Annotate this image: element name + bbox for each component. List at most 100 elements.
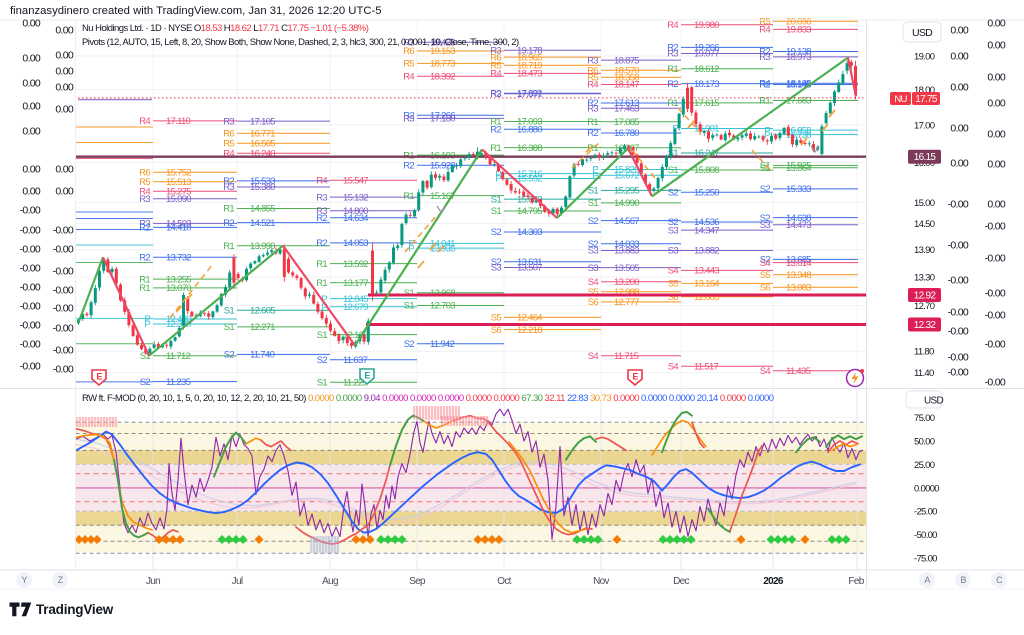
svg-text:15.672: 15.672 bbox=[614, 171, 639, 182]
svg-text:14.50: 14.50 bbox=[914, 219, 935, 230]
svg-text:18.965: 18.965 bbox=[517, 52, 542, 63]
svg-text:R3: R3 bbox=[139, 194, 150, 205]
svg-text:S1: S1 bbox=[404, 288, 415, 299]
svg-text:-0.00: -0.00 bbox=[948, 275, 969, 287]
svg-text:Jul: Jul bbox=[232, 576, 243, 587]
svg-text:19.077: 19.077 bbox=[694, 49, 719, 60]
svg-text:USD: USD bbox=[912, 27, 933, 39]
svg-text:17.105: 17.105 bbox=[250, 116, 275, 127]
svg-text:R5: R5 bbox=[403, 59, 414, 70]
svg-text:R2: R2 bbox=[587, 128, 598, 139]
svg-text:P: P bbox=[408, 243, 414, 254]
svg-text:S2: S2 bbox=[588, 239, 599, 250]
svg-text:R4: R4 bbox=[759, 25, 770, 36]
svg-text:S2: S2 bbox=[224, 350, 235, 361]
svg-text:17.180: 17.180 bbox=[430, 114, 455, 125]
svg-text:-0.00: -0.00 bbox=[985, 377, 1006, 389]
svg-text:0.00: 0.00 bbox=[987, 199, 1005, 211]
svg-text:R6: R6 bbox=[223, 129, 234, 140]
svg-text:R1: R1 bbox=[316, 278, 327, 289]
svg-text:-0.00: -0.00 bbox=[20, 205, 41, 217]
svg-text:11.80: 11.80 bbox=[914, 347, 934, 358]
svg-text:S2: S2 bbox=[491, 227, 502, 238]
svg-text:14.303: 14.303 bbox=[517, 227, 542, 238]
svg-text:0.00: 0.00 bbox=[987, 98, 1005, 110]
svg-text:S3: S3 bbox=[588, 263, 599, 274]
svg-text:11.942: 11.942 bbox=[430, 339, 455, 350]
svg-text:NU: NU bbox=[894, 94, 907, 105]
svg-text:13.083: 13.083 bbox=[786, 282, 811, 293]
svg-text:R2: R2 bbox=[759, 47, 770, 58]
svg-text:E: E bbox=[96, 372, 102, 382]
svg-text:12.968: 12.968 bbox=[430, 288, 455, 299]
svg-text:17.093: 17.093 bbox=[517, 117, 542, 128]
svg-text:17.00: 17.00 bbox=[914, 120, 935, 131]
svg-text:13.164: 13.164 bbox=[694, 279, 719, 290]
svg-text:S1: S1 bbox=[404, 301, 415, 312]
svg-text:R2: R2 bbox=[490, 89, 501, 100]
svg-text:19.833: 19.833 bbox=[786, 25, 811, 36]
svg-text:Feb: Feb bbox=[848, 576, 864, 587]
svg-text:S4: S4 bbox=[760, 366, 771, 377]
svg-text:0.00: 0.00 bbox=[55, 104, 73, 116]
svg-text:15.275: 15.275 bbox=[166, 186, 191, 197]
svg-text:-0.00: -0.00 bbox=[985, 339, 1006, 351]
svg-text:0.00: 0.00 bbox=[55, 50, 73, 62]
svg-text:P: P bbox=[764, 130, 770, 141]
svg-text:P: P bbox=[592, 165, 598, 176]
svg-text:-0.00: -0.00 bbox=[20, 244, 41, 256]
svg-text:0.00: 0.00 bbox=[950, 158, 968, 170]
svg-text:0.00: 0.00 bbox=[987, 40, 1005, 52]
svg-text:15.513: 15.513 bbox=[166, 177, 191, 188]
svg-text:0.00: 0.00 bbox=[22, 18, 40, 30]
svg-text:S5: S5 bbox=[491, 313, 502, 324]
svg-text:-0.00: -0.00 bbox=[985, 288, 1006, 300]
svg-text:0.00: 0.00 bbox=[987, 159, 1005, 171]
svg-text:16.388: 16.388 bbox=[517, 143, 542, 154]
svg-text:15.380: 15.380 bbox=[250, 182, 275, 193]
svg-text:14.521: 14.521 bbox=[250, 218, 275, 229]
svg-text:18.392: 18.392 bbox=[430, 71, 455, 82]
svg-text:13.507: 13.507 bbox=[517, 263, 542, 274]
svg-text:S1: S1 bbox=[668, 165, 679, 176]
svg-text:S1: S1 bbox=[668, 148, 679, 159]
svg-text:14.347: 14.347 bbox=[694, 225, 719, 236]
svg-text:P: P bbox=[144, 319, 150, 330]
svg-text:14.634: 14.634 bbox=[343, 213, 368, 224]
svg-text:15.592: 15.592 bbox=[517, 174, 542, 185]
svg-text:16.901: 16.901 bbox=[694, 124, 719, 135]
svg-text:15.716: 15.716 bbox=[517, 169, 542, 180]
svg-text:18.00: 18.00 bbox=[914, 85, 935, 96]
svg-text:A: A bbox=[924, 575, 930, 585]
svg-text:R2: R2 bbox=[403, 161, 414, 172]
svg-text:13.592: 13.592 bbox=[343, 259, 368, 270]
svg-text:R3: R3 bbox=[139, 219, 150, 230]
svg-text:S2: S2 bbox=[668, 217, 679, 228]
svg-text:S6: S6 bbox=[588, 297, 599, 308]
svg-text:P: P bbox=[764, 125, 770, 136]
svg-text:12.845: 12.845 bbox=[343, 294, 368, 305]
svg-text:R1: R1 bbox=[587, 117, 598, 128]
svg-text:17.613: 17.613 bbox=[614, 98, 639, 109]
svg-text:0.00: 0.00 bbox=[55, 164, 73, 176]
svg-text:R3: R3 bbox=[587, 55, 598, 66]
svg-text:75.00: 75.00 bbox=[914, 413, 935, 424]
svg-text:R1: R1 bbox=[223, 204, 234, 215]
svg-text:11.225: 11.225 bbox=[343, 377, 368, 388]
svg-text:0.00: 0.00 bbox=[950, 82, 968, 94]
svg-text:11.740: 11.740 bbox=[250, 350, 275, 361]
svg-text:-25.00: -25.00 bbox=[914, 507, 937, 518]
svg-text:12.430: 12.430 bbox=[166, 314, 191, 325]
svg-text:R6: R6 bbox=[139, 167, 150, 178]
svg-text:S2: S2 bbox=[760, 213, 771, 224]
svg-text:15.083: 15.083 bbox=[517, 194, 542, 205]
svg-text:R3: R3 bbox=[223, 182, 234, 193]
svg-text:15.295: 15.295 bbox=[614, 186, 639, 197]
svg-text:12.92: 12.92 bbox=[914, 290, 937, 301]
svg-text:R2: R2 bbox=[667, 79, 678, 90]
svg-text:Pivots (12, AUTO, 15, Left, 8,: Pivots (12, AUTO, 15, Left, 8, 20, Show … bbox=[82, 37, 519, 48]
svg-text:11.517: 11.517 bbox=[694, 361, 719, 372]
svg-text:14.638: 14.638 bbox=[786, 213, 811, 224]
svg-text:R2: R2 bbox=[316, 238, 327, 249]
svg-text:19.153: 19.153 bbox=[430, 46, 455, 57]
